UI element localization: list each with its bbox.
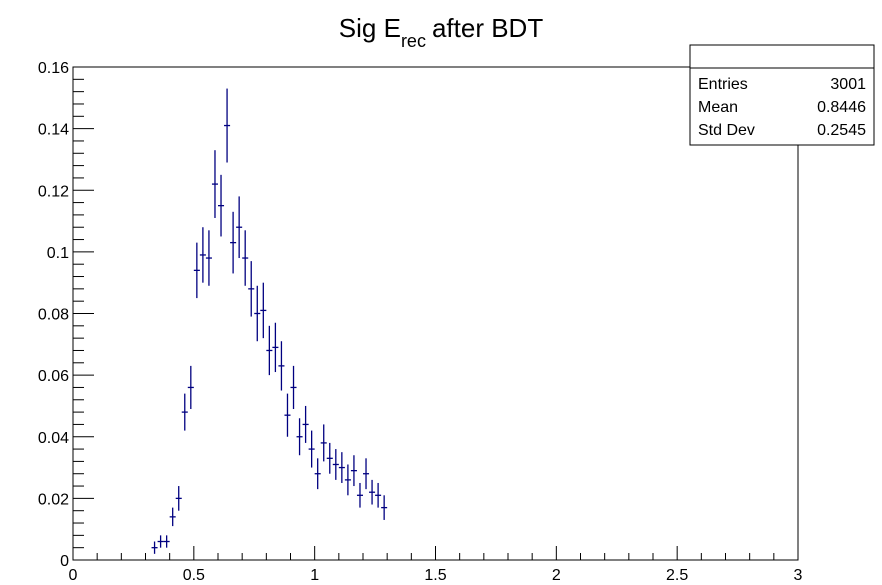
data-point [260,282,267,339]
data-point [218,174,225,237]
x-tick-label: 0.5 [183,567,205,584]
data-point [242,230,249,286]
data-point [181,393,188,431]
y-tick-label: 0.06 [38,368,69,385]
stats-stddev-label: Std Dev [698,122,755,139]
data-point [254,285,261,342]
chart-title: Sig Erec after BDT [339,13,544,51]
plot-frame [72,66,799,561]
y-tick-label: 0.08 [38,307,69,324]
data-point [151,541,158,554]
data-point [344,464,351,496]
data-point [320,424,327,462]
data-point [338,452,345,483]
data-point [369,479,376,505]
y-tick-label: 0.16 [38,60,69,77]
x-tick-label: 2.5 [666,567,688,584]
stats-mean-label: Mean [698,99,738,116]
x-tick-label: 0 [69,567,78,584]
y-tick-label: 0 [60,553,69,570]
x-tick-label: 2 [552,567,561,584]
stats-mean-value: 0.8446 [817,99,866,116]
data-point [296,418,303,456]
data-point [157,535,164,548]
chart-title-suffix: after BDT [432,13,543,43]
x-tick-label: 1.5 [424,567,446,584]
data-point [381,495,388,520]
data-point [350,455,357,487]
x-tick-label: 3 [794,567,803,584]
y-tick-label: 0.14 [38,122,69,139]
data-point [230,211,237,274]
chart-title-subscript: rec [401,31,426,51]
data-point [175,486,182,511]
data-point [326,442,333,474]
data-point [169,507,176,527]
data-point [193,242,200,299]
data-point [356,482,363,508]
data-point [266,325,273,376]
data-point [163,535,170,548]
data-point [272,322,279,373]
data-point [236,196,243,259]
y-axis: 0 0.02 0.04 0.06 0.08 0.1 0.12 0.14 0.16 [38,60,94,570]
y-tick-label: 0.04 [38,430,69,447]
data-point [284,393,291,437]
data-point [302,405,309,443]
data-point [375,482,382,508]
data-series [151,88,388,554]
data-point [199,227,206,283]
stats-box: Entries 3001 Mean 0.8446 Std Dev 0.2545 [689,44,875,146]
stats-box-body [689,67,875,146]
data-point [224,88,231,163]
data-point [211,150,218,218]
stats-stddev-value: 0.2545 [817,122,866,139]
data-point [248,261,255,317]
x-axis: 0 0.5 1 1.5 2 2.5 3 [69,546,803,584]
stats-entries-label: Entries [698,76,748,93]
data-point [363,458,370,490]
data-point [187,365,194,410]
stats-entries-value: 3001 [830,76,866,93]
y-tick-label: 0.02 [38,491,69,508]
data-point [332,449,339,480]
y-tick-label: 0.12 [38,183,69,200]
x-tick-label: 1 [310,567,319,584]
chart-title-main: Sig E [339,13,401,43]
y-tick-label: 0.1 [47,245,69,262]
data-point [308,430,315,468]
data-point [205,230,212,286]
data-point [278,341,285,391]
data-point [314,458,321,490]
data-point [290,365,297,410]
stats-box-header [689,44,875,69]
